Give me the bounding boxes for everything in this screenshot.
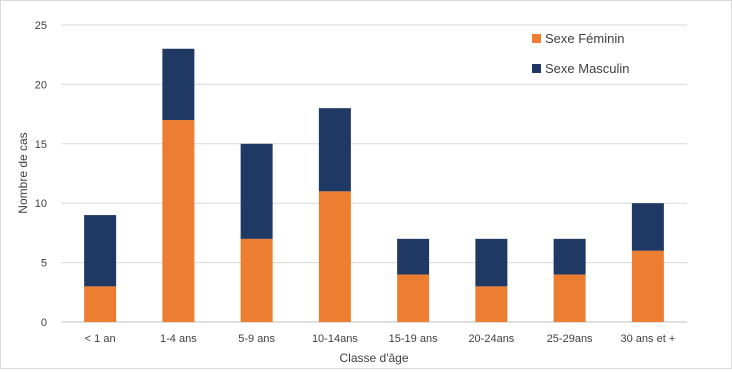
bar-segment-feminin xyxy=(553,274,586,322)
y-tick-label: 20 xyxy=(35,79,47,91)
bar-segment-masculin xyxy=(318,108,351,192)
legend: Sexe Féminin Sexe Masculin xyxy=(532,31,630,76)
y-tick-label: 5 xyxy=(41,258,47,270)
bar-segment-feminin xyxy=(240,238,273,322)
y-tick-label: 15 xyxy=(35,139,47,151)
bar-segment-feminin xyxy=(397,274,430,322)
x-tick-labels: < 1 an 1-4 ans 5-9 ans 10-14ans 15-19 ans 20-… xyxy=(85,333,676,345)
x-tick-label: 5-9 ans xyxy=(238,333,275,345)
legend-swatch xyxy=(532,64,541,73)
x-tick-label: 1-4 ans xyxy=(160,333,197,345)
x-tick-label: 10-14ans xyxy=(312,333,358,345)
y-axis-label: Nombre de cas xyxy=(16,132,30,213)
y-tick-label: 25 xyxy=(35,20,47,32)
bar-segment-masculin xyxy=(631,203,664,251)
bars xyxy=(84,48,664,322)
x-tick-label: 20-24ans xyxy=(468,333,514,345)
bar-segment-feminin xyxy=(318,191,351,322)
y-tick-labels: 0 5 10 15 20 25 xyxy=(35,20,47,329)
bar-segment-masculin xyxy=(84,215,117,287)
bar-segment-masculin xyxy=(162,48,195,121)
legend-label: Sexe Féminin xyxy=(545,31,624,46)
bar-segment-masculin xyxy=(397,238,430,275)
y-tick-label: 0 xyxy=(41,317,47,329)
x-tick-label: < 1 an xyxy=(85,333,116,345)
bar-segment-masculin xyxy=(553,238,586,275)
x-axis-label: Classe d'âge xyxy=(340,351,409,365)
bar-segment-feminin xyxy=(162,120,195,322)
legend-swatch xyxy=(532,34,541,43)
bar-segment-feminin xyxy=(631,250,664,322)
x-tick-label: 25-29ans xyxy=(547,333,593,345)
bar-segment-masculin xyxy=(240,143,273,239)
bar-segment-masculin xyxy=(475,238,508,287)
bar-segment-feminin xyxy=(475,286,508,322)
legend-label: Sexe Masculin xyxy=(545,61,630,76)
x-tick-label: 15-19 ans xyxy=(389,333,438,345)
y-tick-label: 10 xyxy=(35,198,47,210)
bar-segment-feminin xyxy=(84,286,117,322)
x-tick-label: 30 ans et + xyxy=(621,333,676,345)
